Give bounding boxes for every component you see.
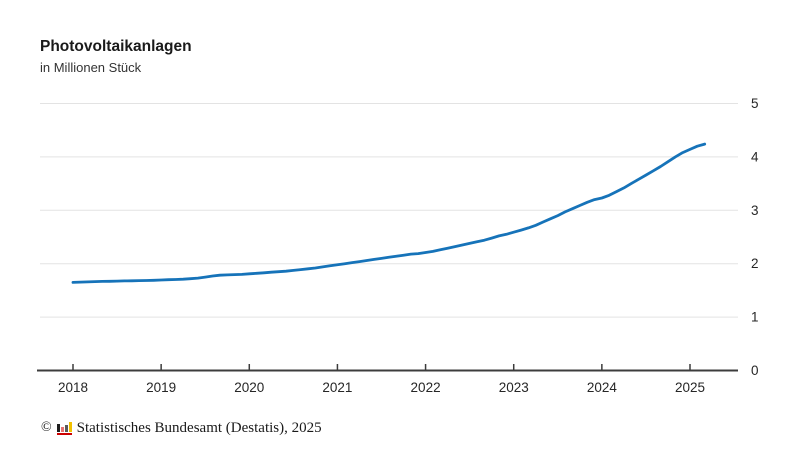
series-line-photovoltaikanlagen: [71, 142, 707, 284]
y-axis-label: 5: [751, 96, 759, 111]
x-axis-label: 2022: [411, 380, 441, 395]
copyright-symbol: ©: [41, 420, 52, 435]
y-axis-label: 3: [751, 203, 759, 218]
x-axis-label: 2025: [675, 380, 705, 395]
y-axis-label: 0: [751, 363, 759, 378]
chart-footer: © Statistisches Bundesamt (Destatis), 20…: [41, 419, 322, 437]
chart-subtitle: in Millionen Stück: [40, 60, 142, 75]
chart-title: Photovoltaikanlagen: [40, 38, 192, 55]
destatis-logo-icon: [56, 420, 72, 435]
x-axis-label: 2020: [234, 380, 264, 395]
x-axis-label: 2018: [58, 380, 88, 395]
x-axis-label: 2023: [499, 380, 529, 395]
y-axis-label: 2: [751, 256, 759, 271]
x-axis-label: 2021: [322, 380, 352, 395]
x-axis-label: 2024: [587, 380, 618, 395]
x-axis-label: 2019: [146, 380, 176, 395]
y-axis-label: 1: [751, 310, 759, 325]
y-axis-label: 4: [751, 149, 759, 164]
chart-header: Photovoltaikanlagen in Millionen Stück: [40, 38, 192, 75]
footer-source-text: Statistisches Bundesamt (Destatis), 2025: [76, 420, 322, 436]
